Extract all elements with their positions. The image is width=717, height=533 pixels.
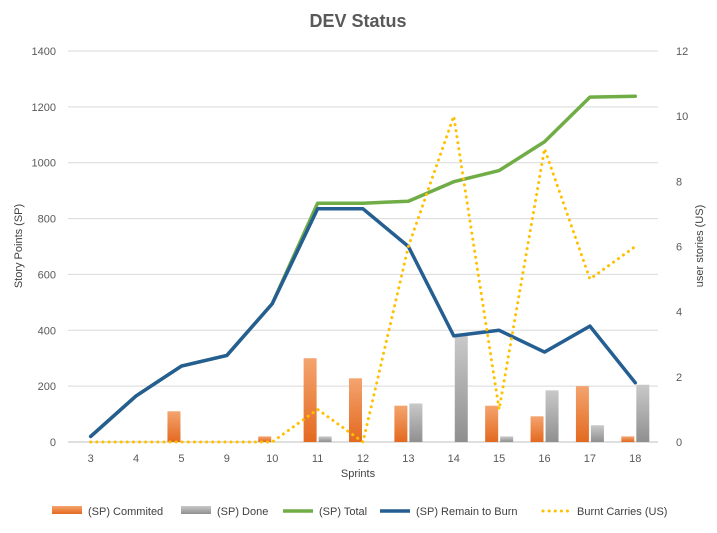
y2-tick-label: 8 — [676, 176, 682, 188]
bar-sp-done — [409, 403, 423, 442]
y-tick-label: 600 — [38, 269, 56, 281]
x-tick-label: 11 — [312, 453, 323, 465]
bar-sp-done — [545, 390, 559, 442]
line-burnt-carries-us — [89, 114, 637, 444]
bar-sp-commited — [394, 405, 408, 442]
y2-tick-label: 12 — [676, 46, 688, 58]
gridlines — [68, 50, 658, 443]
bar-sp-commited — [575, 386, 589, 442]
x-tick-label: 17 — [584, 453, 596, 465]
bar-sp-commited — [167, 411, 181, 442]
legend-swatch — [181, 506, 211, 514]
x-tick-label: 4 — [133, 453, 139, 465]
legend-label: (SP) Remain to Burn — [416, 506, 517, 518]
legend-label: Burnt Carries (US) — [577, 506, 667, 518]
x-tick-label: 5 — [178, 453, 184, 465]
x-tick-label: 15 — [493, 453, 505, 465]
bar-sp-commited — [349, 378, 362, 442]
lines — [88, 94, 638, 444]
bar-sp-done — [454, 335, 468, 442]
y-tick-label: 1400 — [32, 46, 56, 58]
bar-sp-done — [590, 425, 604, 442]
bar-sp-commited — [621, 436, 635, 442]
bar-sp-done — [636, 384, 650, 442]
x-tick-label: 10 — [266, 453, 278, 465]
x-tick-label: 14 — [448, 453, 460, 465]
x-tick-label: 18 — [629, 453, 641, 465]
y-tick-label: 0 — [50, 437, 56, 449]
bar-sp-commited — [530, 416, 544, 442]
bar-sp-commited — [258, 436, 272, 442]
y-tick-label: 1000 — [32, 158, 56, 170]
x-axis-title: Sprints — [341, 468, 376, 480]
legend-swatch — [52, 506, 82, 514]
y2-axis-title: user stories (US) — [694, 205, 706, 288]
x-tick-label: 13 — [402, 453, 414, 465]
legend-label: (SP) Done — [217, 506, 268, 518]
bar-sp-done — [318, 436, 332, 442]
legend: (SP) Commited (SP) Done (SP) Total (SP) Rem… — [52, 506, 667, 518]
tick-labels: 0 200 400 600 800 1000 1200 1400 0 2 4 6 8 10 12 3 4 5 9 10… — [32, 46, 689, 465]
y-tick-label: 1200 — [32, 102, 56, 114]
y2-tick-label: 0 — [676, 437, 682, 449]
y-tick-label: 200 — [38, 381, 56, 393]
y2-tick-label: 4 — [676, 307, 682, 319]
y2-tick-label: 2 — [676, 372, 682, 384]
y2-tick-label: 6 — [676, 242, 682, 254]
y-axis-title: Story Points (SP) — [13, 204, 25, 288]
x-tick-label: 3 — [88, 453, 94, 465]
bar-sp-commited — [303, 358, 317, 442]
bar-sp-done — [500, 436, 514, 442]
chart-title: DEV Status — [309, 11, 406, 31]
legend-label: (SP) Total — [319, 506, 367, 518]
y-tick-label: 800 — [38, 214, 56, 226]
line-sp-total — [88, 94, 638, 439]
bars — [167, 335, 650, 442]
y-tick-label: 400 — [38, 325, 56, 337]
x-tick-label: 12 — [357, 453, 369, 465]
y2-tick-label: 10 — [676, 111, 688, 123]
bar-sp-commited — [485, 405, 499, 442]
line-sp-remain-to-burn — [88, 207, 638, 439]
legend-label: (SP) Commited — [88, 506, 163, 518]
x-tick-label: 16 — [538, 453, 550, 465]
x-tick-label: 9 — [224, 453, 230, 465]
